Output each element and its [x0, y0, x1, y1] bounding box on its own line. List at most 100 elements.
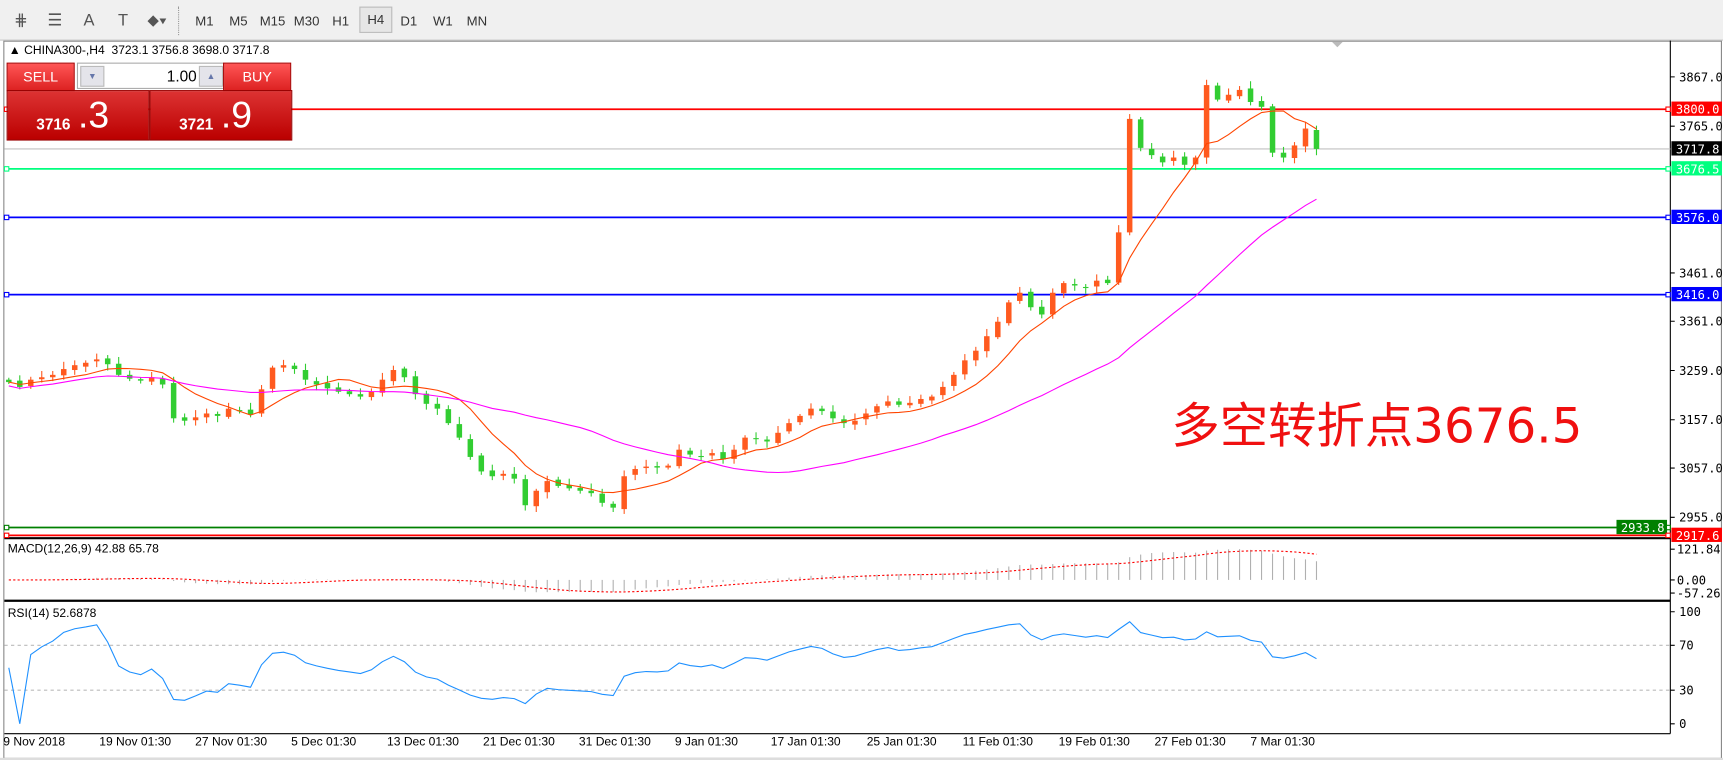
- candle-body: [687, 450, 693, 455]
- level-anchor-handle[interactable]: [3, 524, 10, 531]
- increase-lot-button[interactable]: ▲: [198, 65, 224, 87]
- price-level-tag-label: 3717.8: [1676, 142, 1720, 156]
- candle-body: [698, 455, 704, 458]
- candle-body: [533, 490, 540, 507]
- candle-body: [819, 408, 825, 412]
- sell-price-decimal: .3: [78, 94, 110, 137]
- time-axis-label: 5 Dec 01:30: [291, 735, 357, 750]
- candle-body: [401, 368, 408, 378]
- timeframe-h4-button[interactable]: H4: [359, 6, 393, 33]
- level-anchor-handle[interactable]: [1665, 214, 1671, 221]
- sell-button[interactable]: SELL: [6, 62, 75, 92]
- level-anchor-handle[interactable]: [3, 166, 10, 172]
- fibonacci-expansion-icon[interactable]: ⋕: [13, 10, 28, 30]
- price-tick-label: 3361.0: [1679, 315, 1723, 329]
- time-axis-label: 25 Jan 01:30: [866, 735, 937, 750]
- buy-button[interactable]: BUY: [223, 62, 292, 92]
- price-level-tag-label: 2917.6: [1676, 529, 1720, 543]
- candle-body: [676, 449, 682, 467]
- rsi-label: RSI(14) 52.6878: [7, 607, 97, 621]
- symbol-label: CHINA300-,H4: [24, 43, 105, 58]
- candle-body: [720, 452, 726, 460]
- timeframe-m5-button[interactable]: M5: [229, 13, 248, 29]
- timeframe-h1-button[interactable]: H1: [332, 13, 350, 29]
- buy-price-integer: 3721: [179, 115, 214, 133]
- candle-body: [1082, 286, 1089, 289]
- candle-body: [753, 438, 759, 440]
- price-tick-label: 3157.0: [1679, 413, 1723, 427]
- timeframe-m15-button[interactable]: M15: [259, 13, 286, 29]
- candle-body: [797, 415, 803, 423]
- candle-body: [1028, 291, 1034, 308]
- level-anchor-handle[interactable]: [3, 291, 10, 298]
- level-anchor-handle[interactable]: [3, 214, 10, 221]
- candle-body: [1170, 157, 1177, 161]
- time-axis-label: 11 Feb 01:30: [962, 735, 1033, 750]
- ohlc-values: 3723.1 3756.8 3698.0 3717.8: [111, 43, 270, 58]
- candle-body: [258, 389, 265, 414]
- arrows-icon[interactable]: ⬥▾: [147, 10, 167, 30]
- status-bar: [0, 757, 1723, 760]
- collapse-triangle-icon[interactable]: ▲: [8, 43, 21, 58]
- buy-price-button[interactable]: 3721 .9: [149, 90, 293, 141]
- timeframe-w1-button[interactable]: W1: [432, 13, 453, 29]
- sell-price-button[interactable]: 3716 .3: [6, 90, 150, 141]
- rsi-line: [8, 621, 1317, 724]
- text-icon[interactable]: A: [83, 10, 95, 30]
- candle-body: [1291, 145, 1298, 159]
- candle-body: [247, 409, 254, 415]
- candle-body: [1137, 119, 1144, 148]
- candle-body: [643, 466, 649, 469]
- candle-body: [742, 437, 748, 450]
- candle-body: [1225, 94, 1232, 101]
- decrease-lot-button[interactable]: ▼: [80, 65, 105, 87]
- one-click-trading-panel: SELL ▼ 1.00 ▲ BUY 3716 .3 3721 .9: [6, 62, 293, 141]
- candle-body: [1017, 292, 1023, 301]
- candle-body: [280, 365, 287, 368]
- timeframe-d1-button[interactable]: D1: [400, 13, 418, 29]
- level-anchor-handle[interactable]: [1665, 106, 1671, 112]
- chart-shift-marker-icon: [1331, 41, 1343, 48]
- candle-body: [577, 487, 583, 491]
- price-tick-label: 3057.0: [1679, 461, 1723, 475]
- candle-body: [1115, 232, 1122, 283]
- candle-body: [181, 417, 188, 421]
- lot-size-input[interactable]: ▼ 1.00 ▲: [76, 62, 225, 89]
- price-level-tag-label: 3416.0: [1676, 288, 1720, 302]
- candle-body: [71, 365, 78, 371]
- fibonacci-fan-icon[interactable]: ☰: [47, 10, 63, 30]
- candle-body: [49, 374, 56, 378]
- candle-body: [1039, 306, 1045, 315]
- candle-body: [302, 370, 309, 380]
- candle-body: [478, 455, 485, 472]
- time-axis-label: 19 Feb 01:30: [1058, 735, 1130, 750]
- time-axis-label: 21 Dec 01:30: [482, 735, 555, 750]
- price-level-tag: [1671, 161, 1722, 176]
- timeframe-mn-button[interactable]: MN: [466, 13, 488, 29]
- candle-body: [368, 391, 375, 398]
- chart-window[interactable]: [3, 40, 1722, 759]
- level-anchor-handle[interactable]: [1665, 166, 1671, 172]
- candle-body: [434, 403, 441, 409]
- rsi-tick-label: 100: [1679, 605, 1701, 619]
- timeframe-m1-button[interactable]: M1: [195, 13, 214, 29]
- time-axis-label: 31 Dec 01:30: [578, 735, 651, 750]
- macd-tick-label: -57.26: [1677, 586, 1721, 600]
- candle-body: [456, 424, 463, 438]
- candle-body: [291, 365, 298, 370]
- level-anchor-handle[interactable]: [1665, 291, 1671, 298]
- candle-body: [1247, 88, 1254, 102]
- level-anchor-handle[interactable]: [3, 532, 10, 539]
- timeframe-m30-button[interactable]: M30: [293, 13, 320, 29]
- lot-size-value[interactable]: 1.00: [166, 66, 197, 85]
- price-level-tag: [1671, 141, 1722, 156]
- chart-header: ▲ CHINA300-,H4 3723.1 3756.8 3698.0 3717…: [9, 44, 270, 57]
- level-anchor-handle[interactable]: [1665, 532, 1671, 539]
- text-label-icon[interactable]: T: [118, 10, 129, 30]
- candle-body: [731, 449, 737, 459]
- price-tick-label: 2955.0: [1679, 511, 1723, 525]
- candle-body: [313, 381, 320, 385]
- rsi-tick-label: 30: [1679, 684, 1694, 698]
- buy-price-decimal: .9: [220, 94, 253, 137]
